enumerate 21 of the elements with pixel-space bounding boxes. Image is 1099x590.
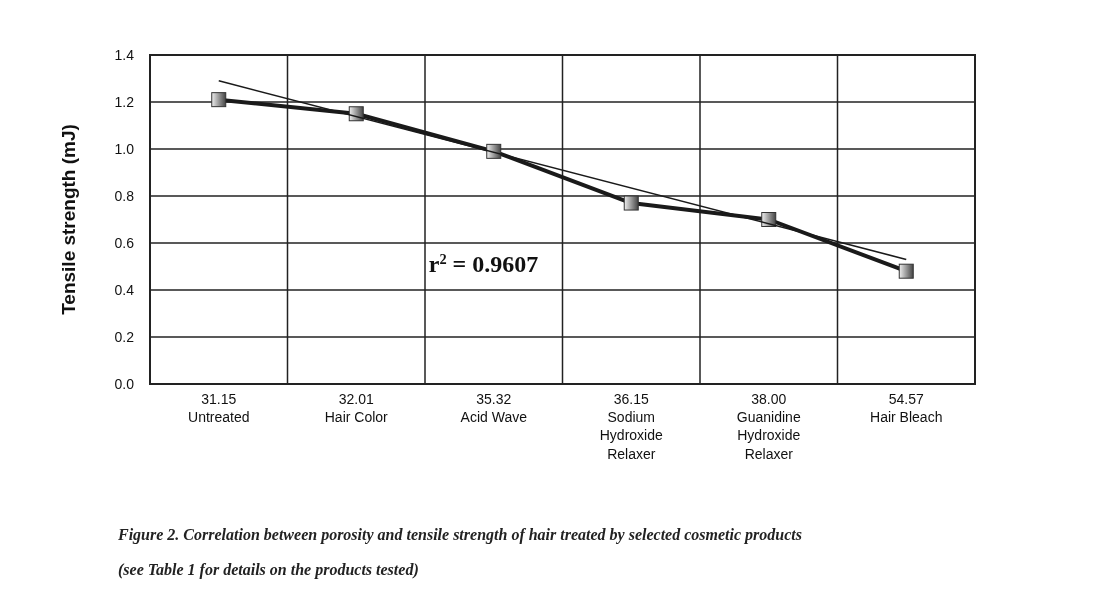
point (898, 263, 914, 279)
y-tick-label: 0.2 (114, 328, 135, 345)
annotation: r$^{2}$ = 0.9607 (428, 251, 539, 278)
y-axis-title: Tensile strength (mJ) (58, 124, 79, 315)
x-tick-label: 35.32 Acid Wave (460, 391, 528, 426)
y-tick-label: 0.0 (114, 375, 135, 392)
point (211, 92, 227, 108)
y-tick-label: 0.4 (114, 281, 135, 298)
y-tick-label: 0.6 (114, 234, 135, 251)
y-tick-label: 1.0 (114, 140, 135, 157)
x-tick-label: 54.57 Hair Bleach (870, 391, 943, 426)
x-tick-label: 31.15 Untreated (188, 391, 250, 426)
x-tick-label: 36.15 Sodium Hydroxide Relaxer (599, 391, 663, 462)
caption: Figure 2. Correlation between porosity and tensile strength of hair treated by selected cosmetic products (117, 526, 802, 544)
y-tick-label: 1.4 (114, 46, 135, 63)
x-tick-label: 32.01 Hair Color (324, 391, 389, 426)
y-tick-label: 1.2 (114, 93, 135, 110)
text: (see Table 1 for details on the products tested) (118, 561, 419, 579)
x-tick-label: 38.00 Guanidine Hydroxide Relaxer (736, 391, 801, 462)
y-tick-label: 0.8 (114, 187, 135, 204)
point (623, 195, 639, 211)
